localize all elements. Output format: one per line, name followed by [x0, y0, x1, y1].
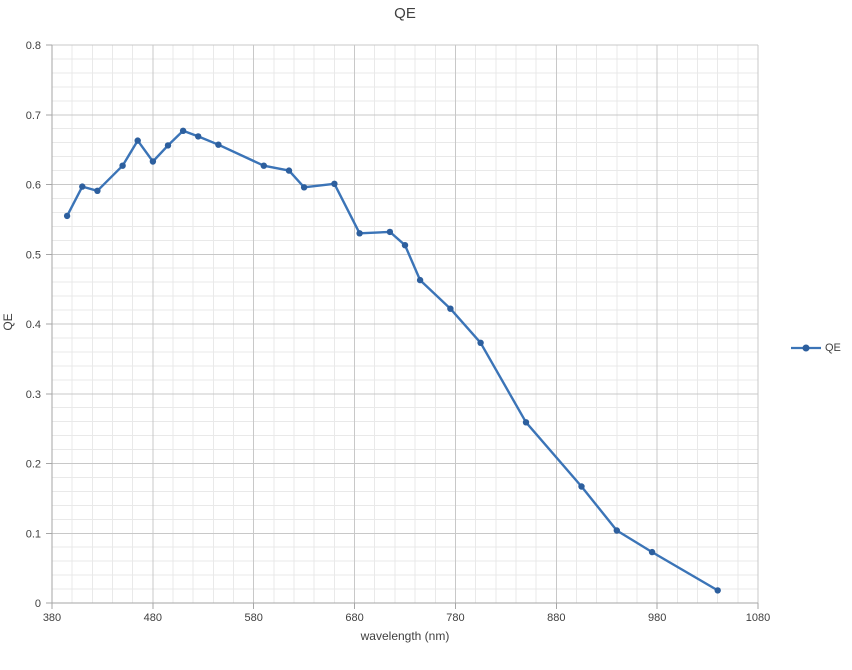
data-point-marker — [522, 419, 530, 426]
data-point-marker — [215, 141, 222, 148]
data-point-marker — [386, 228, 394, 236]
x-axis-title: wavelength (nm) — [360, 629, 450, 643]
legend-marker-icon — [802, 344, 810, 352]
tick-label: 0.4 — [26, 319, 41, 331]
data-point-marker — [63, 212, 71, 220]
x-tick-labels: 380 480 580 680 780 880 980 1080 — [43, 612, 770, 624]
data-point-marker — [285, 167, 293, 174]
tick-label: 0.8 — [26, 40, 41, 52]
legend: QE — [790, 341, 841, 355]
tick-label: 480 — [144, 612, 162, 624]
data-point-marker — [134, 137, 141, 144]
qe-series-line — [65, 129, 719, 592]
tick-label: 0.7 — [26, 110, 41, 122]
tick-label: 0 — [35, 598, 41, 610]
data-point-marker — [613, 527, 620, 534]
tick-label: 0.1 — [26, 528, 41, 540]
tick-label: 1080 — [746, 612, 770, 624]
qe-series-markers — [63, 127, 721, 594]
data-point-marker — [401, 242, 409, 249]
y-axis — [46, 44, 53, 604]
data-point-marker — [416, 276, 424, 284]
y-tick-labels: 0 0.1 0.2 0.3 0.4 0.5 0.6 0.7 0.8 — [26, 40, 41, 610]
data-point-marker — [195, 133, 202, 140]
legend-label: QE — [825, 342, 841, 354]
tick-label: 680 — [345, 612, 363, 624]
data-point-marker — [331, 180, 338, 187]
data-point-marker — [164, 142, 172, 149]
tick-label: 0.6 — [26, 180, 41, 192]
data-point-marker — [300, 184, 308, 191]
data-point-marker — [447, 305, 454, 312]
data-point-marker — [119, 162, 126, 169]
y-axis-title: QE — [1, 313, 15, 331]
tick-label: 380 — [43, 612, 61, 624]
tick-label: 980 — [648, 612, 666, 624]
data-point-marker — [260, 162, 267, 169]
data-point-marker — [714, 587, 721, 594]
tick-label: 580 — [245, 612, 263, 624]
legend-line-marker-swatch — [791, 344, 821, 352]
major-gridlines — [52, 44, 759, 603]
x-axis — [51, 602, 759, 609]
data-point-marker — [356, 230, 363, 237]
tick-label: 780 — [446, 612, 464, 624]
tick-label: 0.5 — [26, 249, 41, 261]
data-point-marker — [94, 187, 101, 194]
tick-label: 0.2 — [26, 459, 41, 471]
tick-label: 0.3 — [26, 389, 41, 401]
data-point-marker — [578, 483, 585, 490]
tick-label: 880 — [547, 612, 565, 624]
data-point-marker — [179, 127, 187, 134]
data-point-marker — [79, 183, 86, 190]
data-point-marker — [648, 548, 656, 556]
chart-title: QE — [394, 5, 416, 22]
data-point-marker — [477, 339, 484, 346]
data-point-marker — [149, 158, 157, 165]
